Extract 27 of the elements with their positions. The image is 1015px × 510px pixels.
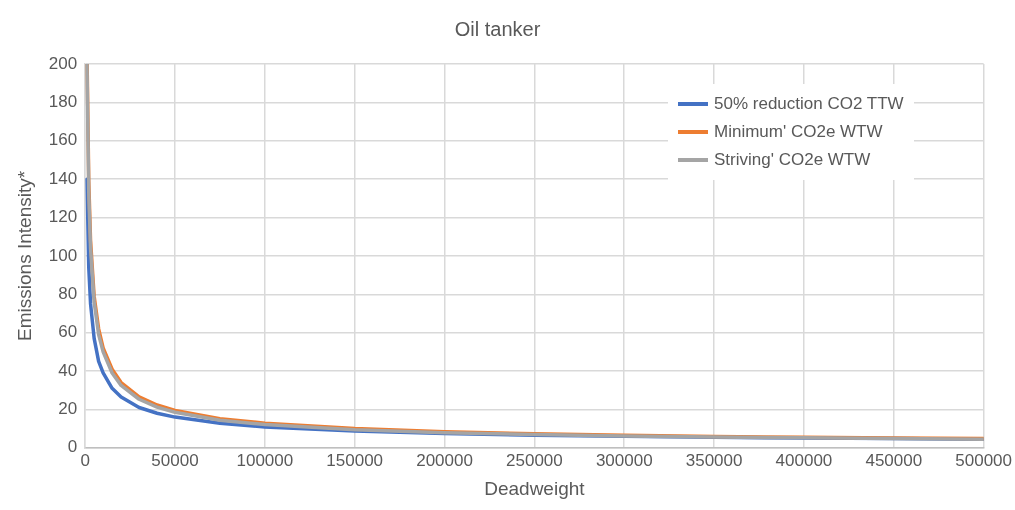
- y-tick-label: 80: [58, 283, 78, 303]
- x-axis-title: Deadweight: [484, 477, 586, 499]
- legend-label: Minimum' CO2e WTW: [714, 121, 883, 143]
- y-tick-label: 0: [67, 437, 78, 457]
- x-tick-label: 200000: [416, 450, 473, 470]
- y-tick-label: 100: [48, 245, 78, 265]
- legend-label: Striving' CO2e WTW: [714, 149, 871, 171]
- legend-label: 50% reduction CO2 TTW: [714, 93, 904, 115]
- x-tick-label: 500000: [955, 450, 1012, 470]
- x-tick-label: 150000: [326, 450, 384, 470]
- x-tick-label: 50000: [151, 450, 199, 470]
- x-tick-label: 400000: [775, 450, 833, 470]
- y-axis-title: Emissions Intensity*: [13, 170, 35, 341]
- y-tick-label: 120: [48, 207, 78, 227]
- x-tick-label: 350000: [685, 450, 743, 470]
- x-tick-label: 450000: [865, 450, 923, 470]
- y-tick-label: 160: [48, 130, 78, 150]
- y-tick-label: 20: [58, 399, 78, 419]
- y-tick-label: 60: [58, 322, 78, 342]
- x-tick-label: 300000: [595, 450, 653, 470]
- x-tick-label: 100000: [236, 450, 294, 470]
- y-tick-label: 180: [48, 92, 78, 112]
- chart-title: Oil tanker: [454, 17, 541, 40]
- y-tick-label: 200: [48, 53, 78, 73]
- y-tick-label: 40: [58, 360, 78, 380]
- x-tick-label: 250000: [506, 450, 563, 470]
- y-tick-label: 140: [48, 168, 78, 188]
